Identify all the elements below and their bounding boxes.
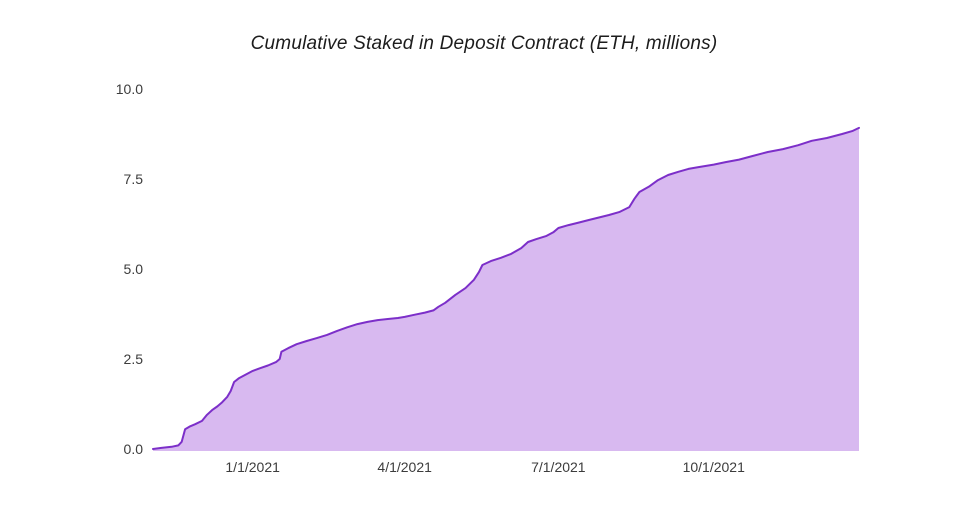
y-tick-label: 7.5 (123, 171, 143, 187)
y-tick-label: 0.0 (123, 441, 143, 457)
y-tick-label: 2.5 (123, 351, 143, 367)
x-tick-label: 1/1/2021 (225, 459, 280, 475)
area-fill (153, 127, 859, 452)
x-tick-label: 10/1/2021 (682, 459, 745, 475)
chart-title: Cumulative Staked in Deposit Contract (E… (250, 33, 718, 54)
y-tick-label: 10.0 (115, 81, 143, 97)
x-tick-label: 7/1/2021 (531, 459, 586, 475)
x-tick-label: 4/1/2021 (377, 459, 432, 475)
series-line (152, 126, 860, 450)
y-tick-label: 5.0 (123, 261, 143, 277)
